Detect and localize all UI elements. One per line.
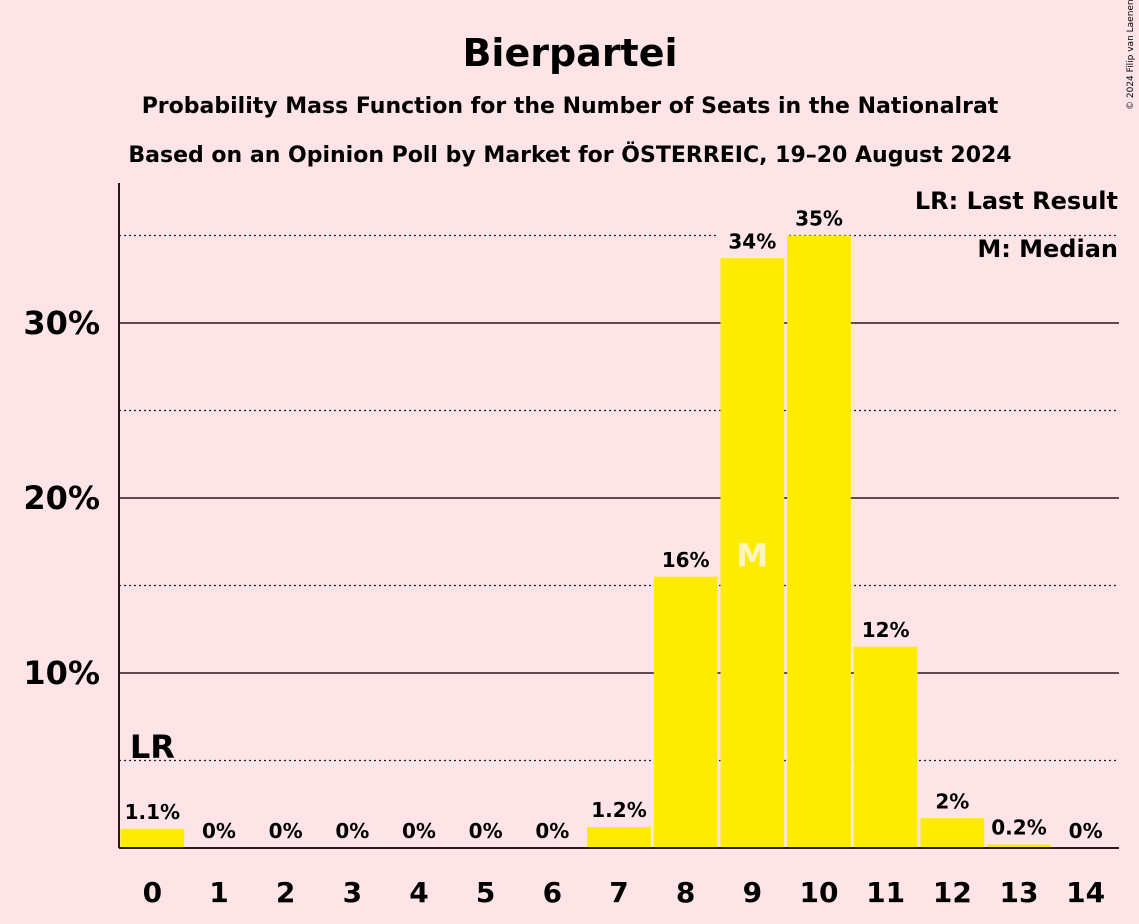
chart-subtitle: Probability Mass Function for the Number… [142,94,999,119]
label-backdrop [851,606,920,645]
bar [853,646,918,848]
data-label: 16% [662,548,710,572]
data-label: 0% [402,819,436,843]
axes: 10%20%30%0 1 2 3 4 5 6 7 8 9 10 11 12 13 14 [23,183,1119,909]
data-label: 1.2% [591,798,646,822]
chart-subtitle-source: Based on an Opinion Poll by Market for Ö… [128,142,1011,168]
label-backdrop [651,536,720,575]
x-tick-label: 9 [743,876,762,909]
data-label: 1.1% [125,800,180,824]
bar [587,827,651,848]
x-tick-label: 11 [866,876,905,909]
median-marker: M [736,536,768,574]
y-tick-label: 30% [23,304,100,342]
x-tick-label: 1 [209,876,228,909]
x-tick-label: 3 [343,876,362,909]
data-label: 0% [269,819,303,843]
x-tick-label: 0 [143,876,162,909]
label-backdrop [718,218,787,257]
data-label: 0% [335,819,369,843]
data-label: 0% [469,819,503,843]
data-labels: 1.1% 0% 0% 0% 0% 0% 0% 1.2% 16% 34% 35% 12% 2% 0.2% 0%… [125,207,1103,844]
data-label: 0.2% [991,816,1046,840]
x-tick-label: 14 [1066,876,1105,909]
copyright-notice: © 2024 Filip van Laenen [1126,0,1136,110]
bar [120,828,185,848]
bar [987,844,1051,848]
legend-median: M: Median [977,235,1118,263]
x-tick-label: 8 [676,876,695,909]
data-label: 0% [535,819,569,843]
label-backdrop [785,195,853,234]
last-result-marker: LR [130,728,175,766]
x-tick-label: 5 [476,876,495,909]
chart-title: Bierpartei [462,31,677,75]
y-tick-label: 20% [23,479,100,517]
bar [720,258,785,848]
data-label: 2% [935,789,969,813]
x-tick-label: 6 [543,876,562,909]
x-tick-label: 10 [800,876,839,909]
data-label: 35% [795,207,843,231]
bars [120,235,1051,848]
x-tick-label: 2 [276,876,295,909]
gridlines [119,195,1119,762]
x-tick-label: 4 [409,876,428,909]
data-label: 0% [1069,819,1103,843]
x-tick-label: 12 [933,876,972,909]
bar [653,576,718,848]
x-tick-label: 7 [609,876,628,909]
bar [787,235,851,848]
x-tick-label: 13 [1000,876,1039,909]
bar [920,818,985,848]
legend-last-result: LR: Last Result [915,187,1118,215]
data-label: 0% [202,819,236,843]
y-tick-label: 10% [23,654,100,692]
data-label: 12% [862,618,910,642]
data-label: 34% [728,229,776,253]
